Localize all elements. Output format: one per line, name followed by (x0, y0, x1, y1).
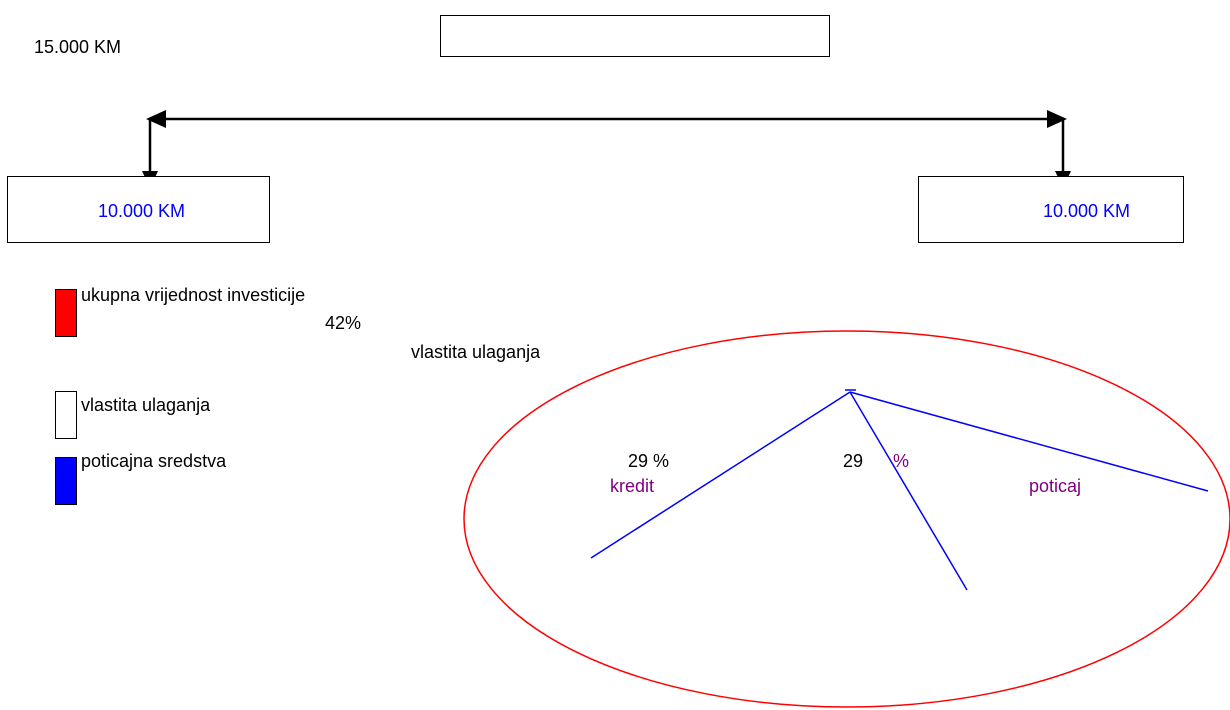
legend-swatch-blue (55, 457, 77, 505)
pie-divider-left (590, 391, 851, 559)
right-arrowhead (1047, 110, 1067, 128)
pie-label-kredit: kredit (610, 476, 655, 496)
pie-percent-kredit: 29 % (628, 451, 670, 471)
legend-label-subsidies: poticajna sredstva (81, 451, 227, 471)
pie-percent-middle: 29 (843, 451, 864, 471)
pie-outline (463, 330, 1230, 708)
right-amount: 10.000 KM (1043, 201, 1131, 221)
top-box (440, 15, 830, 57)
pie-divider-right (849, 391, 1209, 492)
left-amount-box: 10.000 KM (7, 176, 270, 243)
left-amount: 10.000 KM (98, 201, 186, 221)
pie-percent-sign: % (893, 451, 910, 471)
pie-percent-42: 42% (325, 313, 362, 333)
legend-swatch-white (55, 391, 77, 439)
pie-label-poticaj: poticaj (1029, 476, 1082, 496)
legend-label-total-investment: ukupna vrijednost investicije (81, 285, 306, 305)
pie-title: vlastita ulaganja (411, 342, 541, 362)
legend-swatch-red (55, 289, 77, 337)
legend-label-own-investment: vlastita ulaganja (81, 395, 211, 415)
left-arrowhead (146, 110, 166, 128)
total-amount: 15.000 KM (34, 37, 122, 57)
right-amount-box: 10.000 KM (918, 176, 1184, 243)
pie-divider-middle (849, 391, 968, 591)
